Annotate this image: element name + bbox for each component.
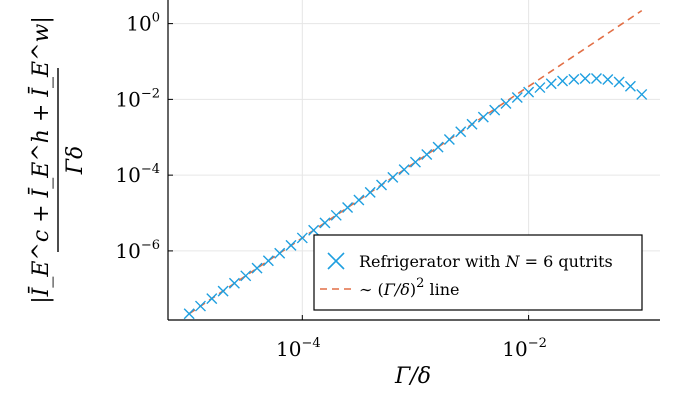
y-tick-label: 10−2: [115, 86, 160, 111]
y-tick-label: 100: [126, 11, 160, 36]
data-point-marker: [274, 247, 286, 259]
data-point-marker: [285, 239, 297, 251]
y-axis-title: |Ī_E^c + Ī_E^h + Ī_E^w| Γδ: [28, 16, 88, 304]
data-point-marker: [613, 76, 625, 88]
x-tick-label: 10−2: [502, 336, 547, 361]
data-point-marker: [590, 72, 602, 84]
power-law-line: [188, 9, 643, 315]
data-point-marker: [443, 134, 455, 146]
tick-labels: 10−4 10−2 100 10−2 10−4 10−6: [115, 11, 547, 361]
x-tick-label: 10−4: [276, 336, 321, 361]
data-point-marker: [398, 164, 410, 176]
x-axis-title: Γ/δ: [394, 364, 431, 389]
data-point-marker: [636, 88, 648, 100]
legend: Refrigerator with N = 6 qutrits ∼ (Γ/δ)2 …: [313, 234, 643, 311]
data-point-marker: [489, 104, 501, 116]
data-point-marker: [364, 186, 376, 198]
data-point-marker: [217, 285, 229, 297]
data-point-marker: [557, 75, 569, 87]
data-point-marker: [455, 126, 467, 138]
axis-ticks: [168, 23, 530, 320]
data-point-marker: [251, 262, 263, 274]
legend-x-marker: [327, 252, 345, 270]
data-point-marker: [579, 73, 591, 85]
y-tick-label: 10−6: [115, 238, 160, 263]
data-point-marker: [228, 277, 240, 289]
data-point-marker: [602, 73, 614, 85]
data-point-marker: [523, 86, 535, 98]
data-point-marker: [477, 111, 489, 123]
series-power-law-line: [188, 9, 643, 315]
legend-label: ∼ (Γ/δ)2 line: [359, 276, 459, 299]
data-point-marker: [262, 255, 274, 267]
data-point-marker: [432, 141, 444, 153]
data-point-marker: [500, 97, 512, 109]
data-point-marker: [534, 82, 546, 94]
y-axis-title-numerator: |Ī_E^c + Ī_E^h + Ī_E^w|: [28, 16, 54, 304]
data-point-marker: [296, 232, 308, 244]
data-point-marker: [206, 293, 218, 305]
data-point-marker: [330, 209, 342, 221]
data-point-marker: [466, 118, 478, 130]
data-point-marker: [194, 300, 206, 312]
y-tick-label: 10−4: [115, 162, 160, 187]
data-point-marker: [409, 156, 421, 168]
legend-box: [313, 234, 643, 311]
series-refrigerator-markers: [183, 72, 648, 320]
data-point-marker: [342, 201, 354, 213]
data-point-marker: [421, 149, 433, 161]
y-axis-title-denominator: Γδ: [63, 146, 88, 176]
legend-label: Refrigerator with N = 6 qutrits: [359, 252, 613, 271]
data-point-marker: [376, 179, 388, 191]
data-point-marker: [308, 224, 320, 236]
data-point-marker: [624, 80, 636, 92]
data-point-marker: [568, 73, 580, 85]
data-point-marker: [353, 194, 365, 206]
data-point-marker: [319, 217, 331, 229]
data-point-marker: [240, 270, 252, 282]
data-point-marker: [183, 308, 195, 320]
data-point-marker: [511, 92, 523, 104]
data-point-marker: [387, 171, 399, 183]
data-point-marker: [545, 78, 557, 90]
